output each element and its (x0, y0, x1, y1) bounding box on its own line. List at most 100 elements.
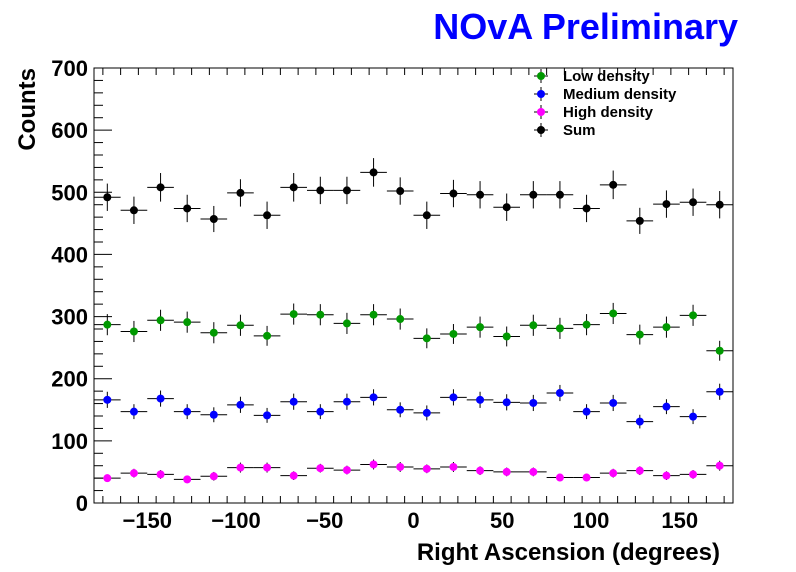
data-point (253, 407, 281, 423)
data-point (626, 466, 654, 476)
legend-label: Medium density (563, 86, 677, 103)
series-sum (94, 158, 733, 234)
data-point (147, 470, 174, 479)
legend-marker (537, 108, 545, 116)
data-point (94, 391, 121, 408)
data-point (280, 471, 307, 481)
data-point (413, 405, 441, 421)
data-point (173, 194, 201, 223)
data-point (599, 468, 627, 478)
y-tick-label: 700 (51, 56, 88, 81)
data-point (200, 471, 228, 481)
data-point (307, 176, 334, 205)
data-point (653, 190, 680, 218)
data-point (599, 394, 627, 412)
series-low-density (94, 302, 733, 361)
data-point (94, 314, 121, 336)
data-point (599, 302, 627, 325)
data-point (173, 404, 201, 420)
data-point (493, 467, 520, 477)
data-point (173, 475, 201, 484)
data-point (466, 466, 494, 476)
data-point (573, 314, 600, 336)
data-point (573, 473, 600, 482)
data-point (120, 196, 148, 224)
data-point (520, 467, 547, 477)
data-point (280, 173, 307, 202)
y-axis-title: Counts (14, 68, 41, 151)
data-point (466, 316, 494, 338)
x-tick-label: −150 (122, 508, 172, 533)
legend-marker (537, 72, 545, 80)
data-point (546, 181, 574, 209)
chart-title: NOvA Preliminary (433, 6, 738, 47)
data-point (440, 389, 467, 406)
legend-entry: Low density (534, 68, 650, 85)
data-point (679, 188, 707, 216)
data-point (386, 402, 414, 418)
data-point (253, 462, 281, 473)
data-point (493, 394, 520, 411)
x-tick-label: 100 (573, 508, 610, 533)
x-tick-label: 0 (407, 508, 419, 533)
data-point (626, 324, 654, 345)
data-point (520, 314, 547, 336)
x-tick-label: 50 (490, 508, 514, 533)
x-tick-label: 150 (661, 508, 698, 533)
legend-label: Sum (563, 122, 596, 139)
x-tick-label: −100 (211, 508, 261, 533)
data-point (200, 407, 228, 423)
data-point (386, 461, 414, 472)
y-tick-label: 200 (51, 367, 88, 392)
legend-marker (537, 90, 545, 98)
data-point (307, 404, 334, 420)
data-point (413, 201, 441, 229)
y-tick-label: 600 (51, 118, 88, 143)
data-point (333, 465, 361, 475)
data-point (333, 312, 361, 334)
data-point (94, 183, 121, 211)
data-point (333, 393, 361, 410)
data-point (706, 383, 733, 400)
data-point (520, 181, 547, 209)
data-series (94, 158, 733, 484)
data-point (253, 325, 281, 346)
data-point (626, 207, 654, 234)
data-point (360, 304, 387, 326)
data-point (200, 205, 228, 233)
data-point (679, 304, 707, 326)
data-point (280, 393, 307, 410)
y-tick-label: 300 (51, 305, 88, 330)
data-point (147, 390, 174, 407)
data-point (653, 316, 680, 338)
data-point (413, 464, 441, 474)
data-point (546, 473, 574, 482)
legend-entry: Medium density (534, 86, 677, 103)
data-point (679, 470, 707, 479)
y-tick-labels: 0 100 200 300 400 500 600 700 (51, 56, 88, 516)
data-point (307, 304, 334, 326)
data-point (386, 177, 414, 205)
data-point (120, 468, 148, 478)
data-point (573, 404, 600, 420)
plot-frame (93, 67, 734, 504)
data-point (546, 317, 574, 339)
x-tick-label: −50 (306, 508, 343, 533)
legend-entry: Sum (534, 122, 596, 139)
data-point (520, 394, 547, 412)
data-point (227, 314, 254, 336)
data-point (440, 324, 467, 344)
data-point (94, 474, 121, 483)
data-point (706, 191, 733, 219)
data-point (253, 201, 281, 229)
data-point (679, 409, 707, 425)
data-point (626, 414, 654, 429)
data-point (440, 461, 467, 472)
data-point (466, 181, 494, 209)
legend-marker (537, 126, 545, 134)
data-point (386, 308, 414, 330)
data-point (573, 194, 600, 223)
data-point (653, 399, 680, 415)
